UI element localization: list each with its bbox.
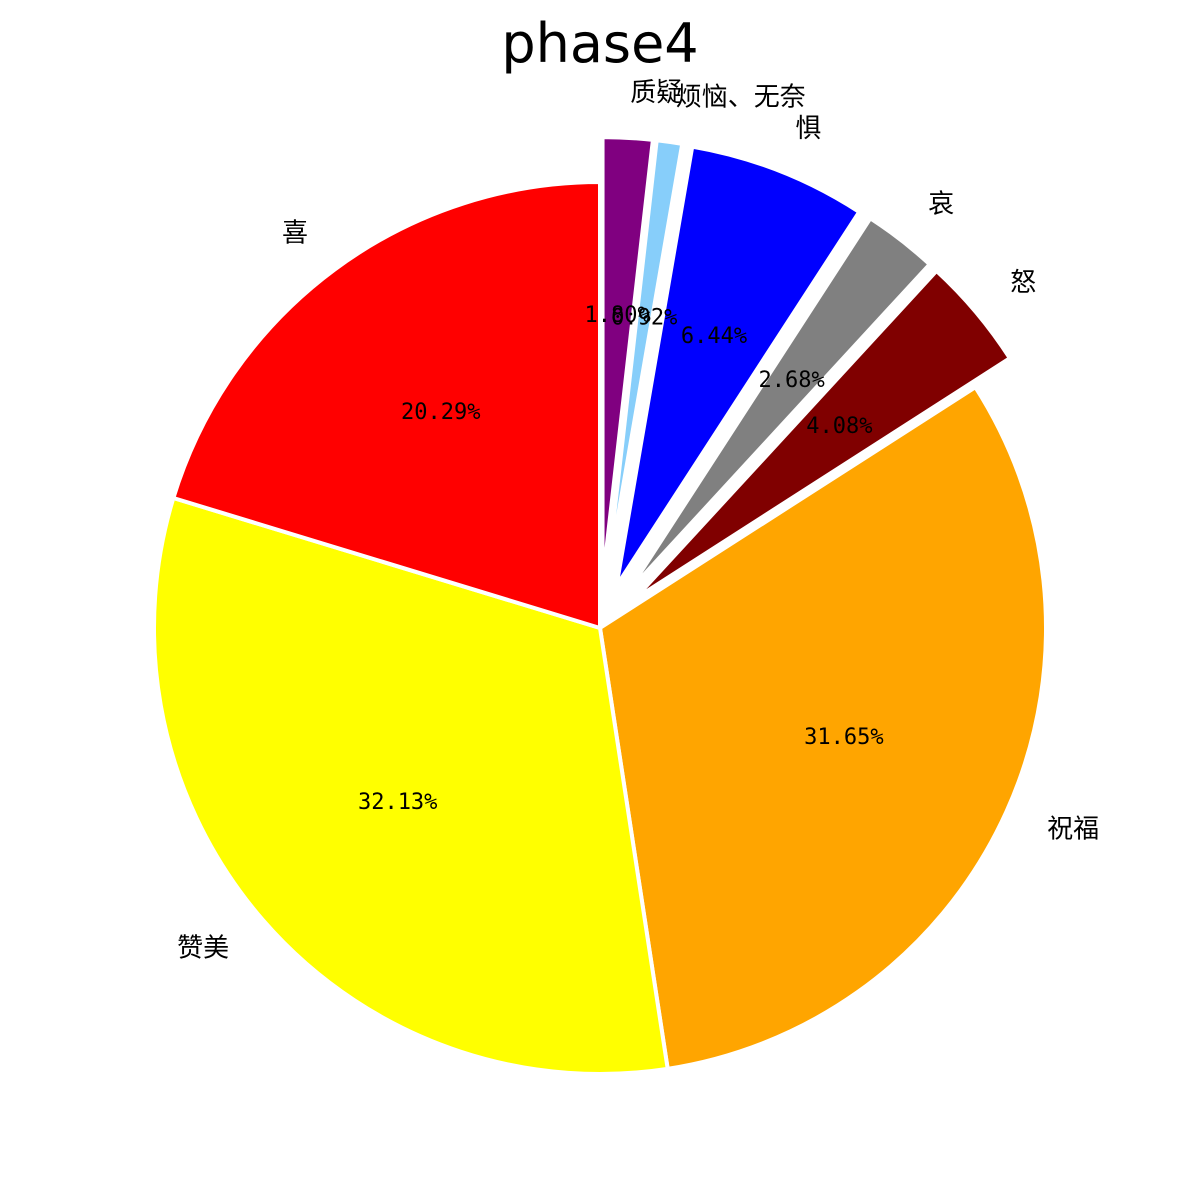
pct-label-6: 32.13% [358, 790, 437, 815]
labels-layer: 质疑 1.80% 烦恼、无奈 0.92% 惧 6.44% 哀 2.68% 怒 4.08% 祝福 31.… [177, 78, 1099, 964]
pie-slice-3 [625, 216, 932, 595]
pct-label-2: 6.44% [681, 324, 747, 349]
chart-title: phase4 [501, 12, 698, 75]
slices-layer [152, 135, 1048, 1076]
slice-label-7: 喜 [282, 218, 308, 248]
pie-slice-5 [598, 385, 1048, 1071]
pct-label-5: 31.65% [804, 725, 883, 750]
pie-slice-6 [152, 495, 670, 1076]
pct-label-3: 2.68% [758, 368, 824, 393]
slice-label-2: 惧 [795, 114, 821, 144]
pct-label-1: 0.92% [611, 306, 677, 331]
pct-label-4: 4.08% [806, 414, 872, 439]
pie-slice-0 [600, 135, 655, 586]
slice-label-1: 烦恼、无奈 [676, 82, 806, 112]
slice-label-5: 祝福 [1047, 814, 1099, 844]
pie-slice-7 [171, 180, 602, 630]
pct-label-0: 1.80% [585, 303, 651, 328]
slice-label-6: 赞美 [177, 934, 229, 964]
pct-label-7: 20.29% [401, 400, 480, 425]
slice-label-4: 怒 [1010, 268, 1036, 298]
pie-slice-4 [632, 268, 1012, 602]
pie-slice-2 [614, 144, 862, 589]
slice-label-0: 质疑 [630, 78, 682, 108]
pie-slice-1 [604, 138, 685, 586]
slice-label-3: 哀 [928, 189, 954, 219]
